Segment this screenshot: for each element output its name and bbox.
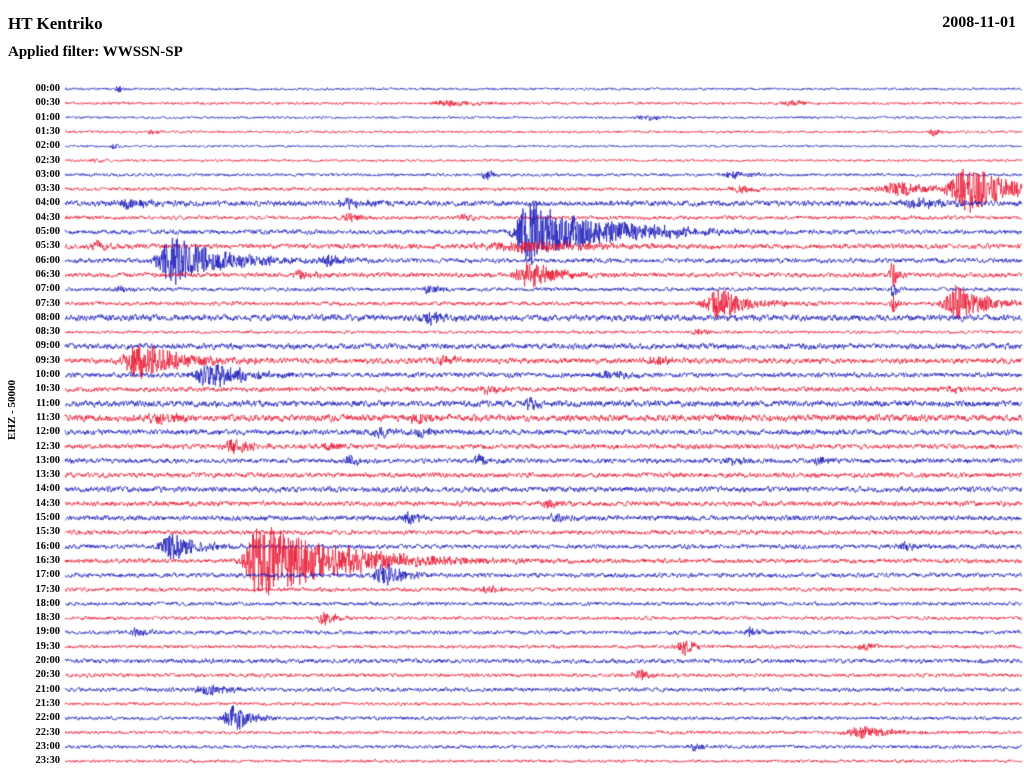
trace-time-label: 05:00 <box>35 226 61 237</box>
trace-time-label: 03:00 <box>35 168 61 180</box>
trace-time-label: 20:00 <box>35 655 61 666</box>
trace-time-label: 00:00 <box>35 83 61 94</box>
trace-time-label: 07:30 <box>35 297 61 309</box>
trace-time-label: 10:00 <box>35 369 61 380</box>
trace-time-label: 11:30 <box>36 411 60 423</box>
trace-time-label: 16:00 <box>35 540 61 552</box>
trace-time-label: 15:00 <box>35 512 61 523</box>
trace-time-label: 15:30 <box>35 526 61 538</box>
trace-time-label: 19:30 <box>35 640 61 652</box>
trace-time-label: 14:00 <box>35 483 61 495</box>
trace-time-label: 09:30 <box>35 354 61 366</box>
trace-time-label: 09:00 <box>35 340 61 352</box>
trace-time-label: 18:00 <box>35 597 61 609</box>
trace-time-label: 13:30 <box>35 469 61 481</box>
trace-time-label: 23:00 <box>35 740 61 752</box>
trace-time-label: 21:30 <box>35 697 61 709</box>
trace-time-label: 22:00 <box>35 712 61 724</box>
trace-time-label: 04:00 <box>35 197 61 209</box>
trace-time-label: 10:30 <box>35 383 61 395</box>
trace-time-label: 12:30 <box>35 440 61 452</box>
trace-time-label: 14:30 <box>35 497 61 509</box>
trace-time-label: 23:30 <box>35 755 61 767</box>
trace-time-label: 05:30 <box>35 240 61 252</box>
trace-time-label: 08:30 <box>35 326 61 338</box>
trace-time-label: 06:00 <box>35 254 61 266</box>
trace-time-label: 17:00 <box>35 569 61 581</box>
trace-time-label: 04:30 <box>35 211 61 223</box>
trace-time-label: 22:30 <box>35 726 61 738</box>
trace-time-label: 12:00 <box>35 426 61 438</box>
trace-time-label: 08:00 <box>35 311 61 323</box>
trace-time-label: 13:00 <box>35 454 61 466</box>
trace-time-label: 19:00 <box>35 626 61 638</box>
trace-time-label: 11:00 <box>36 397 60 409</box>
trace-time-label: 00:30 <box>35 97 61 109</box>
trace-time-label: 17:30 <box>35 583 61 595</box>
trace-time-label: 18:30 <box>35 612 61 624</box>
trace-time-label: 03:30 <box>35 183 61 195</box>
trace-time-label: 06:30 <box>35 268 61 280</box>
trace-time-label: 02:30 <box>35 154 61 166</box>
trace-time-label: 21:00 <box>35 683 61 695</box>
trace-time-label: 07:00 <box>35 283 61 295</box>
trace-time-label: 01:30 <box>35 125 61 137</box>
trace-time-label: 02:00 <box>35 140 61 152</box>
trace-time-label: 20:30 <box>35 669 61 681</box>
trace-time-label: 16:30 <box>35 554 61 566</box>
trace-time-label: 01:00 <box>35 111 61 123</box>
